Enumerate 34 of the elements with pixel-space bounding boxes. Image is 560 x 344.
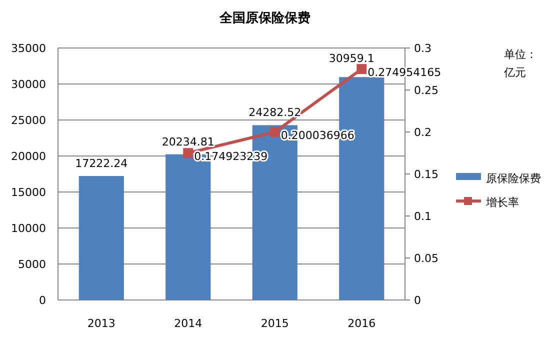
- data-label: 0.274954165: [368, 66, 442, 80]
- y-tick-label: 30000: [11, 78, 46, 91]
- y2-tick-label: 0.25: [414, 84, 438, 97]
- x-tick-label: 2015: [260, 317, 289, 330]
- bar: [78, 176, 124, 300]
- y2-tick-label: 0.1: [414, 210, 432, 223]
- y2-tick-label: 0.2: [414, 126, 432, 139]
- y-tick-label: 5000: [18, 258, 46, 271]
- chart-title: 全国原保险保费: [218, 11, 310, 26]
- y2-tick-label: 0.3: [414, 42, 432, 55]
- x-tick-label: 2016: [348, 317, 376, 330]
- data-label: 0.174923239: [194, 150, 268, 164]
- point: [183, 148, 194, 158]
- legend-label: 原保险保费: [486, 172, 541, 185]
- y-tick-label: 35000: [11, 42, 46, 55]
- text: 单位：: [504, 48, 537, 61]
- data-label: 17222.24: [75, 157, 128, 170]
- y-tick-label: 25000: [11, 114, 46, 127]
- x-tick-label: 2014: [174, 317, 202, 330]
- y-tick-label: 0: [39, 294, 46, 307]
- x-tick-label: 2013: [87, 317, 116, 330]
- data-label: 24282.52: [248, 106, 302, 120]
- y-tick-label: 20000: [11, 150, 46, 163]
- data-label: 30959.1: [328, 52, 374, 66]
- y-tick-label: 10000: [11, 222, 46, 235]
- point: [356, 64, 367, 74]
- y2-tick-label: 0.15: [414, 168, 438, 181]
- data-label: 20234.81: [162, 135, 214, 148]
- legend-label: 增长率: [485, 196, 519, 209]
- y2-tick-label: 0: [414, 294, 421, 307]
- text: 亿元: [503, 66, 526, 79]
- y2-tick-label: 0.05: [414, 252, 438, 265]
- y-tick-label: 15000: [11, 186, 46, 199]
- point: [270, 126, 280, 137]
